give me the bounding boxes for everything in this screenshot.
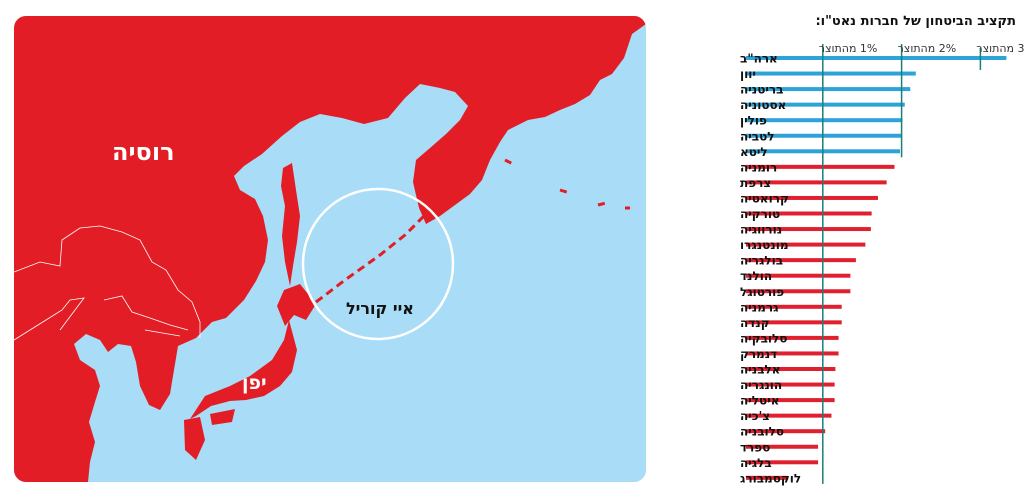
category-label: דנמרק (740, 347, 777, 361)
chart-title: תקציב הביטחון של חברות נאט"ו: (815, 14, 1016, 29)
category-label: רומניה (740, 160, 777, 174)
bar-27 (746, 475, 789, 480)
russia-label: רוסיה (112, 138, 175, 166)
category-label: מונטנגרו (740, 238, 789, 252)
bar-22 (746, 398, 835, 403)
bar-0 (746, 56, 1007, 60)
bar-3 (746, 102, 905, 107)
category-label: גרמניה (740, 300, 779, 314)
china-russia-border (14, 225, 201, 341)
kuril-islands (315, 213, 427, 304)
bar-9 (746, 195, 878, 200)
category-label: בלגיה (740, 456, 772, 470)
bar-12 (746, 242, 866, 247)
bar-7 (746, 164, 895, 169)
bar-19 (746, 351, 839, 356)
map (14, 16, 646, 482)
category-label: יוון (740, 67, 756, 81)
aleutian-islands (504, 158, 630, 210)
category-label: לוקסמבורג (740, 471, 801, 485)
category-label: לטביה (740, 129, 775, 143)
bar-21 (746, 382, 835, 387)
bar-2 (746, 87, 911, 92)
reference-label: 1% מהתוצר (819, 42, 878, 55)
category-label: צרפת (740, 176, 771, 190)
bar-14 (746, 273, 851, 278)
bar-13 (746, 258, 856, 263)
category-label: ספרד (740, 440, 770, 454)
category-label: צ'כיה (740, 409, 770, 423)
category-label: סלובניה (740, 425, 784, 439)
category-label: אסטוניה (740, 98, 786, 112)
category-label: ארה"ב (740, 52, 778, 66)
category-label: פורטוגל (740, 285, 784, 299)
category-label: קרואטיה (740, 191, 789, 205)
category-label: אלבניה (740, 363, 781, 377)
kyushu (184, 417, 205, 460)
category-label: הונגריה (740, 378, 782, 392)
category-label: קנדה (740, 316, 770, 330)
category-label: איטליה (740, 394, 779, 408)
category-label: פולין (740, 114, 767, 128)
kurils-highlight-circle (301, 187, 455, 341)
bar-17 (746, 320, 842, 325)
bar-24 (746, 429, 826, 434)
hokkaido (277, 284, 316, 326)
japan-label: יפן (242, 372, 267, 394)
category-label: טורקיה (740, 207, 780, 221)
bar-16 (746, 304, 842, 309)
bar-20 (746, 367, 836, 371)
bar-4 (746, 118, 903, 123)
bar-23 (746, 413, 832, 418)
reference-label: 3% מהתוצר (976, 42, 1024, 55)
bar-10 (746, 211, 872, 216)
mainland-asia (14, 16, 646, 482)
category-label: ליטא (740, 145, 768, 159)
bar-15 (746, 289, 851, 294)
category-label: בולגריה (740, 254, 783, 268)
category-label: בריטניה (740, 83, 783, 97)
bar-26 (746, 460, 819, 465)
category-label: הולנד (740, 269, 772, 283)
bar-25 (746, 444, 819, 449)
category-label: סלובקיה (740, 331, 787, 345)
category-label: נורווגיה (740, 223, 782, 237)
kurils-label: איי קוריל (346, 299, 414, 318)
sakhalin (281, 163, 300, 286)
bar-11 (746, 227, 871, 232)
bar-5 (746, 133, 902, 138)
honshu (190, 320, 297, 419)
bar-8 (746, 180, 887, 185)
bar-18 (746, 335, 839, 340)
shikoku (210, 409, 235, 425)
reference-label: 2% מהתוצר (898, 42, 957, 55)
bar-1 (746, 71, 916, 76)
